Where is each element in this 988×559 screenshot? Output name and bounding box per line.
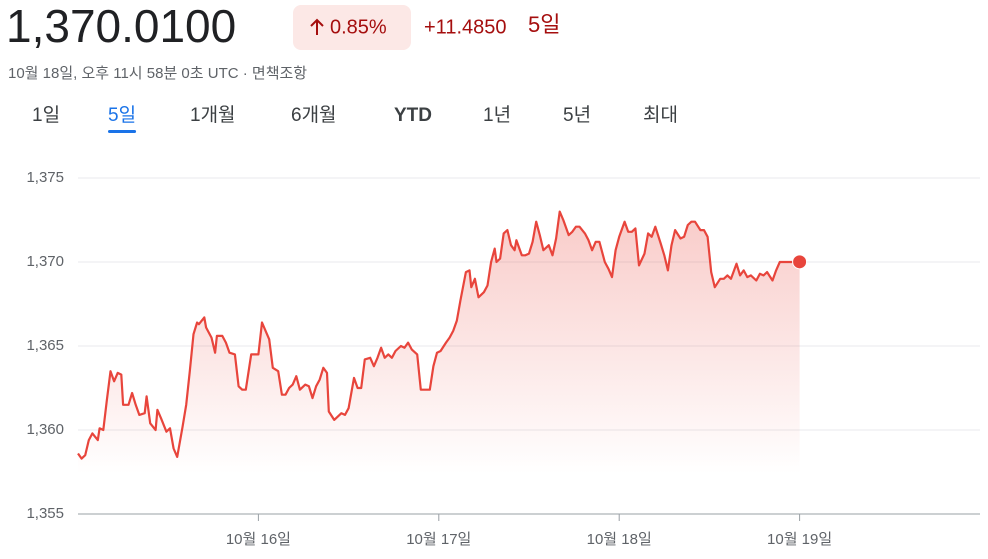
timestamp: 10월 18일, 오후 11시 58분 0초 UTC · 면책조항 [8, 65, 307, 82]
selected-tab-underline [108, 130, 137, 133]
change-badge [293, 5, 411, 50]
y-tick-label: 1,375 [26, 169, 64, 186]
y-tick-label: 1,370 [26, 253, 64, 270]
plot: 1,355 1,360 1,365 1,370 1,375 10월 16일 10월 17일 1… [26, 169, 980, 548]
price: 1,370.0100 [6, 0, 236, 52]
area [78, 211, 800, 474]
last-point [792, 254, 808, 270]
y-tick-label: 1,360 [26, 421, 64, 438]
y-tick-label: 1,355 [26, 505, 64, 522]
range-tab[interactable]: 최대 [643, 104, 678, 126]
x-tick-label: 10월 18일 [587, 531, 652, 548]
x-tick-label: 10월 19일 [767, 531, 832, 548]
x-tick-label: 10월 16일 [226, 531, 291, 548]
line [77, 210, 800, 460]
x-tick-label: 10월 17일 [406, 531, 471, 548]
change-period: 5일 [528, 12, 560, 37]
range-tab[interactable]: 1년 [483, 104, 511, 126]
change-percent: 0.85% [330, 16, 387, 38]
range-tab[interactable]: YTD [394, 105, 432, 126]
range-tab[interactable]: 5일 [108, 104, 136, 126]
up-arrow-icon [310, 18, 324, 35]
range-tab[interactable]: 1일 [32, 104, 60, 126]
range-tab[interactable]: 1개월 [190, 104, 236, 126]
range-tab[interactable]: 6개월 [291, 104, 337, 126]
range-tab[interactable]: 5년 [563, 104, 591, 126]
change-value: +11.4850 [424, 16, 507, 38]
y-tick-label: 1,365 [26, 337, 64, 354]
range-tabs: 1일 5일 1개월 6개월 YTD 1년 5년 최대 [32, 104, 678, 133]
